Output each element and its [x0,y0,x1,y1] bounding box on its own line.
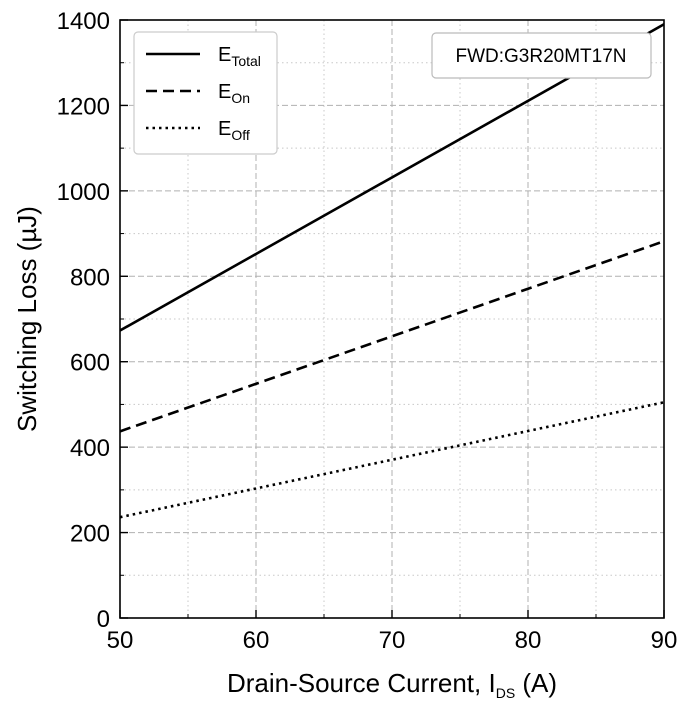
y-tick-label: 400 [70,435,110,462]
legend-label-off: EOff [218,118,250,143]
y-tick-label: 800 [70,264,110,291]
y-axis-label: Switching Loss (µJ) [12,206,42,432]
legend-label-on: EOn [218,81,250,106]
x-tick-label: 50 [107,627,134,654]
x-tick-label: 90 [651,627,678,654]
y-tick-label: 200 [70,521,110,548]
annotation-frame [431,32,652,79]
x-tick-label: 80 [515,627,542,654]
legend: ETotal EOn EOff [133,31,278,155]
series-line-off [120,401,664,519]
annotation-text: FWD:G3R20MT17N [455,46,626,67]
y-tick-label: 600 [70,350,110,377]
legend-label-total: ETotal [218,44,261,69]
y-tick-label: 1000 [57,179,110,206]
x-tick-label: 70 [379,627,406,654]
x-tick-label: 60 [243,627,270,654]
series-line-on [120,240,664,433]
legend-items: ETotal EOn EOff [146,44,261,143]
y-tick-label: 1400 [57,8,110,35]
axis-ticks: 50 60 70 80 90 0 200 400 600 800 1000 1200 1400 [57,8,678,654]
x-axis-label-main: Drain-Source Current, I [227,668,496,698]
annotation-box: FWD:G3R20MT17N [431,32,652,79]
legend-box [133,31,278,155]
x-axis-label-sub: DS [496,685,515,701]
x-axis-label: Drain-Source Current, IDS (A) [227,668,557,701]
y-tick-label: 1200 [57,93,110,120]
y-tick-label: 0 [97,606,110,633]
x-axis-label-tail: (A) [515,668,557,698]
